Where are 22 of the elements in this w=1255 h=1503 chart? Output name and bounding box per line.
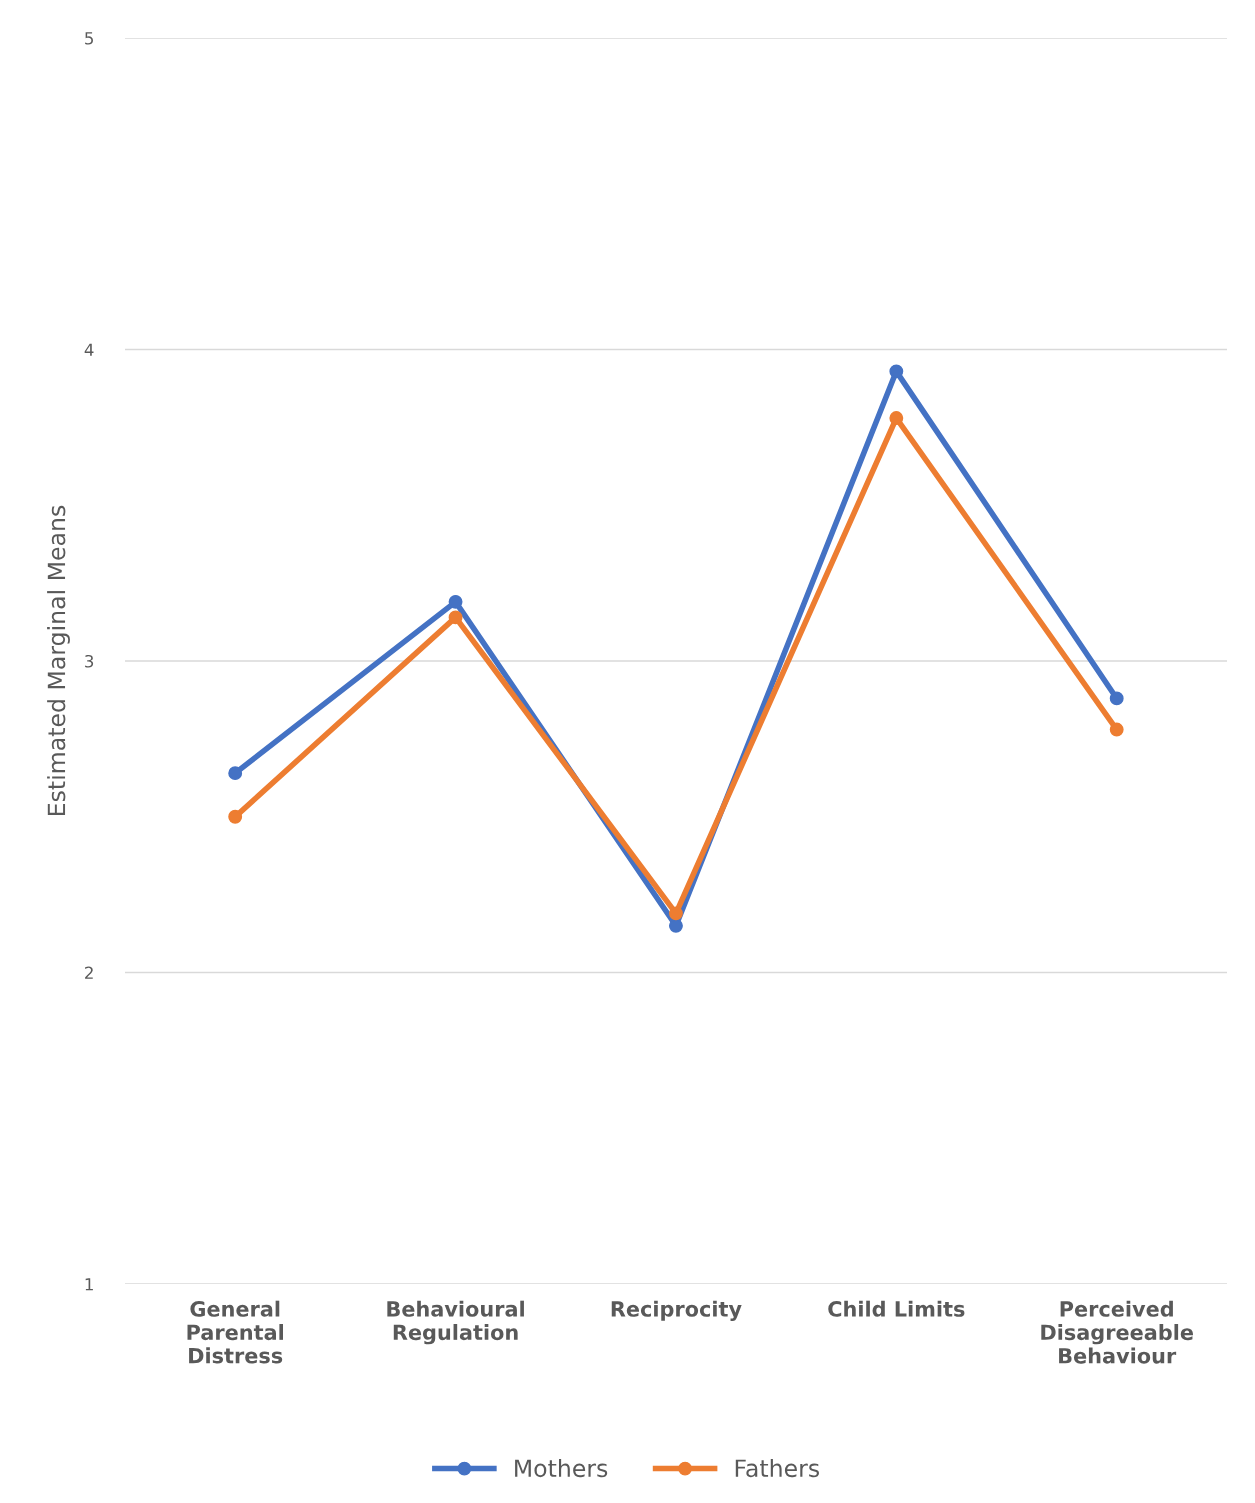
y-axis-title: Estimated Marginal Means [47, 505, 70, 815]
y-tick-label: 3 [85, 654, 94, 668]
x-tick-label: Behavioural Regulation [387, 1300, 524, 1345]
legend-label: Fathers [735, 1458, 819, 1478]
x-tick-label: Perceived Disagreeable Behaviour [1041, 1300, 1193, 1364]
point [228, 809, 243, 824]
point [889, 411, 904, 425]
point [448, 610, 463, 625]
point [448, 594, 463, 609]
point [889, 364, 904, 379]
x-tick-label: General Parental Distress [187, 1300, 284, 1364]
y-tick-label: 2 [85, 966, 93, 979]
y-tick-label: 4 [84, 343, 94, 356]
x-tick-label: Child Limits [828, 1300, 965, 1317]
point [668, 906, 683, 921]
y-tick-label: 5 [85, 32, 93, 45]
legend-label: Mothers [515, 1458, 608, 1478]
x-tick-label: Reciprocity [611, 1300, 742, 1322]
y-tick-label: 1 [85, 1278, 93, 1291]
point [228, 766, 243, 781]
point [1109, 722, 1124, 737]
point [1109, 691, 1124, 706]
